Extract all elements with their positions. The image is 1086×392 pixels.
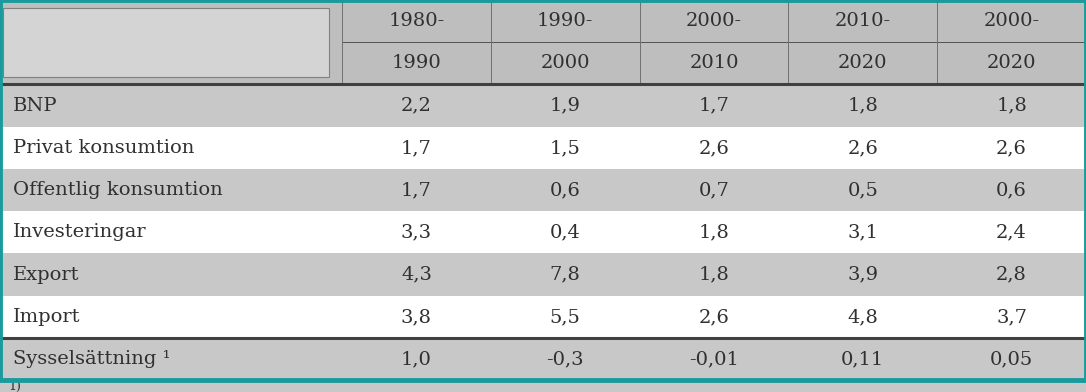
Text: 2010: 2010 <box>690 54 738 73</box>
Text: 2000-: 2000- <box>984 12 1039 30</box>
Text: 2,6: 2,6 <box>698 139 730 157</box>
Bar <box>0 338 1086 380</box>
Text: 0,11: 0,11 <box>842 350 884 368</box>
Text: 2,6: 2,6 <box>996 139 1027 157</box>
Text: Import: Import <box>13 308 80 326</box>
Text: 1,0: 1,0 <box>401 350 432 368</box>
Text: 0,6: 0,6 <box>550 181 581 199</box>
Text: 1): 1) <box>9 380 22 392</box>
Bar <box>0 254 1086 296</box>
Text: 1,8: 1,8 <box>996 96 1027 114</box>
Text: 1,7: 1,7 <box>698 96 730 114</box>
Text: 1,9: 1,9 <box>550 96 581 114</box>
Text: -0,3: -0,3 <box>546 350 584 368</box>
Text: 1990-: 1990- <box>538 12 593 30</box>
Text: 0,7: 0,7 <box>698 181 730 199</box>
Text: 1,8: 1,8 <box>698 266 730 284</box>
Text: 1,5: 1,5 <box>550 139 581 157</box>
Text: 4,3: 4,3 <box>401 266 432 284</box>
Text: 1,8: 1,8 <box>847 96 879 114</box>
Text: 1,8: 1,8 <box>698 223 730 241</box>
Text: 2,8: 2,8 <box>996 266 1027 284</box>
Text: 1980-: 1980- <box>389 12 444 30</box>
Text: Offentlig konsumtion: Offentlig konsumtion <box>13 181 223 199</box>
Text: 1,7: 1,7 <box>401 139 432 157</box>
Text: 3,9: 3,9 <box>847 266 879 284</box>
Text: Export: Export <box>13 266 79 284</box>
Text: 0,05: 0,05 <box>990 350 1033 368</box>
Text: 0,4: 0,4 <box>550 223 581 241</box>
Bar <box>0 0 1086 85</box>
Text: 4,8: 4,8 <box>847 308 879 326</box>
Text: 2020: 2020 <box>987 54 1036 73</box>
Text: 2,6: 2,6 <box>698 308 730 326</box>
Text: 7,8: 7,8 <box>550 266 581 284</box>
Text: 3,8: 3,8 <box>401 308 432 326</box>
Text: 2000: 2000 <box>541 54 590 73</box>
Text: BNP: BNP <box>13 96 58 114</box>
Text: 2010-: 2010- <box>835 12 891 30</box>
Text: 1990: 1990 <box>392 54 441 73</box>
Text: 3,7: 3,7 <box>996 308 1027 326</box>
Text: 0,6: 0,6 <box>996 181 1027 199</box>
Text: 3,1: 3,1 <box>847 223 879 241</box>
Text: 0,5: 0,5 <box>847 181 879 199</box>
Text: 2000-: 2000- <box>686 12 742 30</box>
Bar <box>0 211 1086 254</box>
Text: 2,2: 2,2 <box>401 96 432 114</box>
Text: Sysselsättning ¹: Sysselsättning ¹ <box>13 350 171 368</box>
Text: Privat konsumtion: Privat konsumtion <box>13 139 194 157</box>
Text: 2020: 2020 <box>838 54 887 73</box>
Text: 2,4: 2,4 <box>996 223 1027 241</box>
Text: 1,7: 1,7 <box>401 181 432 199</box>
Bar <box>0 169 1086 211</box>
Bar <box>3 8 329 77</box>
Text: Investeringar: Investeringar <box>13 223 147 241</box>
Bar <box>0 296 1086 338</box>
Bar <box>0 85 1086 127</box>
Text: -0,01: -0,01 <box>690 350 738 368</box>
Text: 5,5: 5,5 <box>550 308 581 326</box>
Text: 2,6: 2,6 <box>847 139 879 157</box>
Text: 3,3: 3,3 <box>401 223 432 241</box>
Bar <box>0 127 1086 169</box>
